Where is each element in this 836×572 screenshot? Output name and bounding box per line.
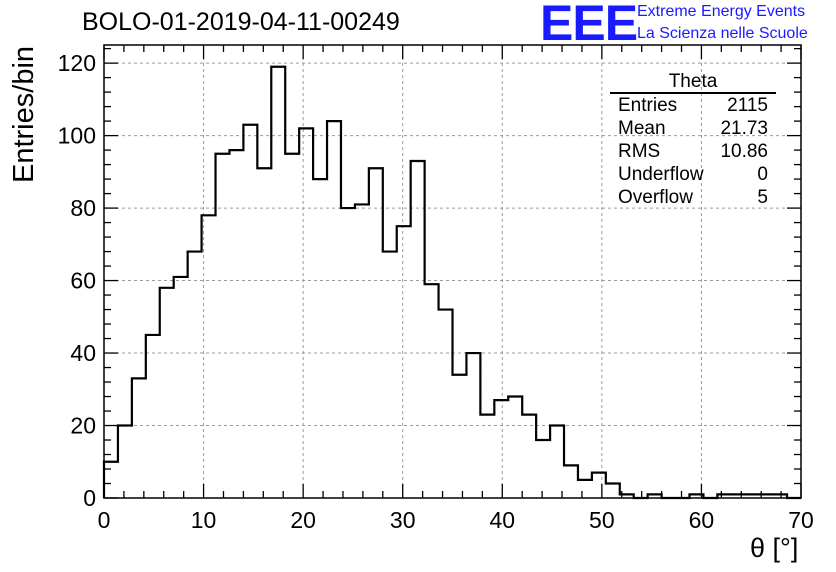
x-tick-label: 40 xyxy=(489,507,515,533)
plot-frame xyxy=(103,44,802,499)
y-tick-label: 100 xyxy=(58,123,96,149)
stat-row-underflow: Underflow 0 xyxy=(610,163,776,186)
y-tick-label: 60 xyxy=(70,268,96,294)
x-tick-label: 10 xyxy=(191,507,217,533)
y-tick-label: 40 xyxy=(70,340,96,366)
histogram-bin xyxy=(480,415,494,498)
histogram-bin xyxy=(578,480,592,498)
histogram-bin xyxy=(383,252,397,498)
histogram-bin xyxy=(564,465,578,498)
stat-value: 0 xyxy=(757,164,768,185)
y-tick-label: 20 xyxy=(70,413,96,439)
histogram-bin xyxy=(439,310,453,498)
x-tick-label: 50 xyxy=(589,507,615,533)
stat-row-overflow: Overflow 5 xyxy=(610,186,776,209)
histogram-bin xyxy=(243,125,257,498)
brand-line-1: Extreme Energy Events xyxy=(637,3,806,20)
brand-line-2: La Scienza nelle Scuole xyxy=(637,25,808,42)
histogram-bin xyxy=(508,397,522,498)
histogram-bin xyxy=(229,150,243,498)
stat-row-rms: RMS 10.86 xyxy=(610,140,776,163)
stat-label: Mean xyxy=(618,118,666,139)
stat-row-entries: Entries 2115 xyxy=(610,94,776,117)
histogram-bin xyxy=(425,284,439,498)
eee-logo: EEE xyxy=(540,0,638,51)
y-tick-label: 80 xyxy=(70,195,96,221)
y-axis-label: Entries/bin xyxy=(8,45,40,183)
histogram-outline xyxy=(102,65,801,500)
stats-box: Theta Entries 2115 Mean 21.73 RMS 10.86 … xyxy=(610,72,776,209)
stat-label: RMS xyxy=(618,141,661,162)
histogram-bin xyxy=(118,426,132,498)
histogram-bin xyxy=(188,252,202,498)
histogram-bin xyxy=(494,400,508,498)
histogram-bin xyxy=(522,415,536,498)
stat-value: 2115 xyxy=(727,95,768,116)
stat-label: Underflow xyxy=(618,164,704,185)
histogram-bin xyxy=(160,288,174,498)
x-tick-label: 70 xyxy=(788,507,814,533)
histogram-bin xyxy=(355,204,369,498)
histogram-bin xyxy=(606,484,620,498)
histogram-bin xyxy=(299,128,313,498)
x-axis-label: θ [°] xyxy=(750,533,799,563)
histogram-bars xyxy=(102,65,801,500)
histogram-bin xyxy=(397,226,411,498)
histogram-bin xyxy=(411,161,425,498)
stat-value: 21.73 xyxy=(720,118,768,139)
stat-label: Entries xyxy=(618,95,678,116)
x-tick-label: 20 xyxy=(290,507,316,533)
x-tick-label: 30 xyxy=(390,507,416,533)
stat-row-mean: Mean 21.73 xyxy=(610,117,776,140)
histogram-bin xyxy=(313,179,327,498)
y-tick-label: 120 xyxy=(58,50,96,76)
y-tick-label: 0 xyxy=(83,485,96,511)
histogram-bin xyxy=(174,277,188,498)
histogram-bin xyxy=(132,378,146,498)
histogram-bin xyxy=(592,473,606,498)
histogram-bin xyxy=(327,121,341,498)
stats-title: Theta xyxy=(610,72,776,94)
stat-value: 10.86 xyxy=(720,141,768,162)
x-tick-label: 0 xyxy=(98,507,111,533)
histogram-bin xyxy=(216,154,230,498)
histogram-bin xyxy=(285,154,299,498)
x-tick-label: 60 xyxy=(689,507,715,533)
histogram-bin xyxy=(257,168,271,498)
histogram-bin xyxy=(271,67,285,498)
histogram-bin xyxy=(453,375,467,498)
stat-label: Overflow xyxy=(618,187,693,208)
histogram-bin xyxy=(146,335,160,498)
chart-title: BOLO-01-2019-04-11-00249 xyxy=(82,8,400,36)
histogram-bin xyxy=(369,168,383,498)
histogram-bin xyxy=(536,440,550,498)
histogram-bin xyxy=(550,426,564,498)
histogram-bin xyxy=(104,462,118,498)
stat-value: 5 xyxy=(757,187,768,208)
